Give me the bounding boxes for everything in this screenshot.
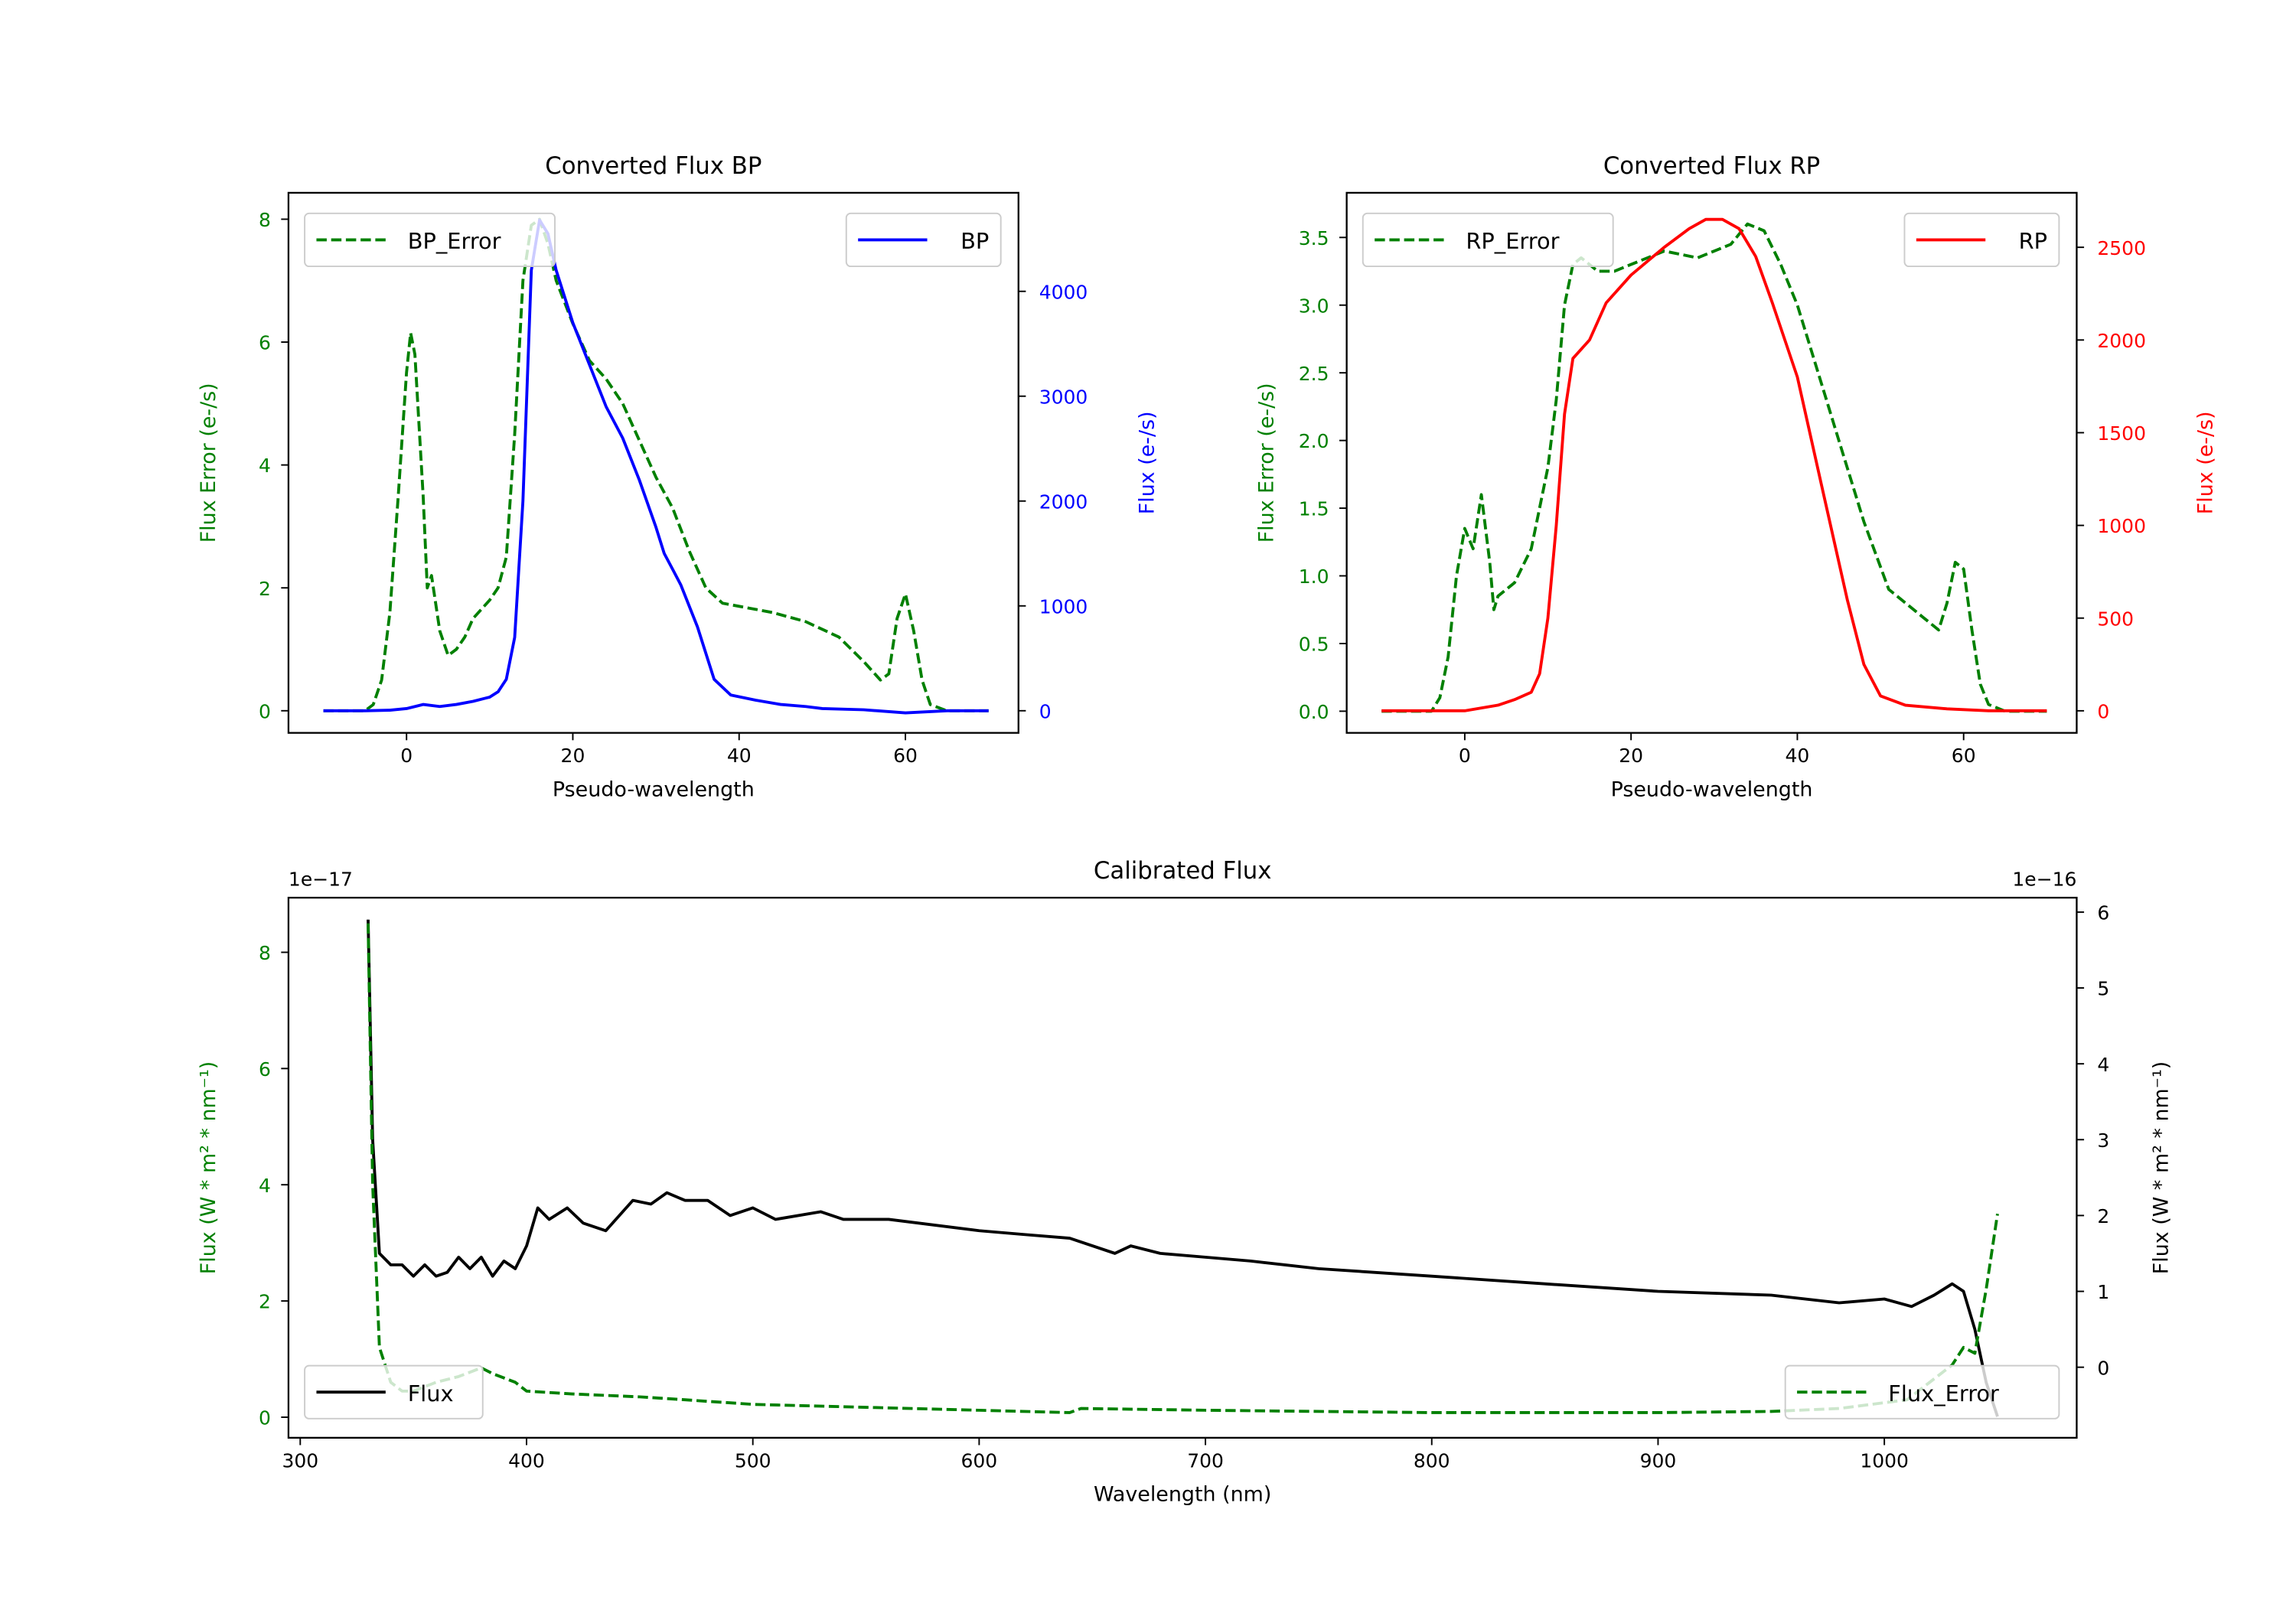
y2-offset-label: 1e−16 bbox=[2012, 869, 2076, 891]
x-tick-label: 500 bbox=[735, 1449, 771, 1472]
y-tick-label: 2 bbox=[259, 578, 271, 600]
legend-box bbox=[1784, 1364, 2060, 1420]
y2-tick-label: 2000 bbox=[1039, 491, 1088, 513]
x-tick-label: 600 bbox=[961, 1449, 998, 1472]
x-tick-label: 900 bbox=[1640, 1449, 1677, 1472]
y-tick-label: 4 bbox=[259, 455, 271, 477]
y2-tick-label: 0 bbox=[1039, 700, 1052, 722]
y-axis-label: Flux Error (e-/s) bbox=[1254, 383, 1278, 543]
x-tick-label: 20 bbox=[1619, 745, 1643, 767]
y2-tick-label: 2500 bbox=[2097, 237, 2146, 259]
y2-tick-label: 1500 bbox=[2097, 422, 2146, 445]
x-tick-label: 800 bbox=[1414, 1449, 1450, 1472]
axes-frame bbox=[287, 191, 1019, 734]
y2-tick-label: 3000 bbox=[1039, 386, 1088, 408]
legend-rp: RP bbox=[1903, 212, 2060, 268]
y2-tick-label: 2000 bbox=[2097, 330, 2146, 352]
y-tick-label: 3.5 bbox=[1299, 227, 1329, 249]
x-tick-label: 300 bbox=[282, 1449, 318, 1472]
legend-rp_error: RP_Error bbox=[1362, 212, 1614, 268]
y2-tick-label: 0 bbox=[2097, 1357, 2109, 1379]
y-tick-label: 8 bbox=[259, 209, 271, 231]
y2-tick-label: 500 bbox=[2097, 608, 2134, 630]
chart-title: Calibrated Flux bbox=[1094, 857, 1272, 885]
y-tick-label: 0 bbox=[259, 1407, 271, 1429]
legend-flux: Flux bbox=[304, 1364, 484, 1420]
y-tick-label: 3.0 bbox=[1299, 295, 1329, 317]
chart-1: Converted Flux RP 0 20 40 60 0.0 0.5 1.0 1.5 2.0 2… bbox=[1254, 152, 2217, 801]
y2-axis-label: Flux (e-/s) bbox=[2193, 411, 2217, 514]
y2-tick-label: 1000 bbox=[1039, 595, 1088, 618]
y-tick-label: 1.5 bbox=[1299, 498, 1329, 520]
y-tick-label: 2 bbox=[259, 1291, 271, 1313]
legend-box bbox=[1362, 212, 1614, 268]
axes-frame bbox=[1345, 191, 2078, 734]
x-tick-label: 700 bbox=[1187, 1449, 1224, 1472]
y2-tick-label: 6 bbox=[2097, 902, 2109, 924]
series-line-flux_error bbox=[367, 923, 1999, 1414]
legend-bp_error: BP_Error bbox=[304, 212, 556, 268]
y2-tick-label: 2 bbox=[2097, 1205, 2109, 1227]
legend-label: RP bbox=[2019, 228, 2047, 254]
y-axis-label: Flux Error (e-/s) bbox=[197, 383, 220, 543]
x-tick-label: 400 bbox=[508, 1449, 545, 1472]
y-tick-label: 0 bbox=[259, 700, 271, 722]
chart-title: Converted Flux BP bbox=[545, 152, 762, 180]
series-line-rp bbox=[1381, 217, 2047, 712]
series-line-rp_error bbox=[1381, 222, 2047, 713]
y2-tick-label: 1 bbox=[2097, 1281, 2109, 1303]
x-tick-label: 60 bbox=[893, 745, 918, 767]
chart-0: Converted Flux BP 0 20 40 60 0 2 4 6 8 0 1000 2000 30… bbox=[197, 152, 1159, 801]
y2-tick-label: 4 bbox=[2097, 1054, 2109, 1076]
x-tick-label: 1000 bbox=[1860, 1449, 1909, 1472]
axes-frame bbox=[287, 896, 2078, 1439]
series-line-bp_error bbox=[323, 217, 989, 712]
legend-flux_error: Flux_Error bbox=[1784, 1364, 2060, 1420]
x-axis-label: Wavelength (nm) bbox=[1094, 1483, 1271, 1507]
y-tick-label: 0.0 bbox=[1299, 701, 1329, 723]
legend-bp: BP bbox=[845, 212, 1002, 268]
legend-label: Flux_Error bbox=[1888, 1380, 1999, 1407]
y2-axis-label: Flux (W * m² * nm⁻¹) bbox=[2150, 1061, 2174, 1274]
y2-axis-label: Flux (e-/s) bbox=[1136, 411, 1159, 514]
x-tick-label: 0 bbox=[1459, 745, 1471, 767]
legend-label: BP_Error bbox=[408, 228, 501, 254]
y2-tick-label: 0 bbox=[2097, 700, 2109, 722]
y2-tick-label: 3 bbox=[2097, 1129, 2109, 1152]
y-tick-label: 2.5 bbox=[1299, 363, 1329, 385]
y-offset-label: 1e−17 bbox=[289, 869, 353, 891]
y-tick-label: 0.5 bbox=[1299, 634, 1329, 656]
y-tick-label: 4 bbox=[259, 1175, 271, 1197]
y-tick-label: 6 bbox=[259, 332, 271, 354]
x-axis-label: Pseudo-wavelength bbox=[1611, 777, 1813, 801]
y-tick-label: 2.0 bbox=[1299, 430, 1329, 452]
y-tick-label: 6 bbox=[259, 1058, 271, 1081]
series-line-flux bbox=[367, 919, 1999, 1417]
chart-title: Converted Flux RP bbox=[1603, 152, 1820, 180]
x-tick-label: 40 bbox=[727, 745, 752, 767]
y-axis-label: Flux (W * m² * nm⁻¹) bbox=[197, 1061, 220, 1274]
x-tick-label: 0 bbox=[400, 745, 413, 767]
x-tick-label: 40 bbox=[1786, 745, 1810, 767]
legend-label: BP bbox=[960, 228, 989, 254]
y-tick-label: 1.0 bbox=[1299, 566, 1329, 588]
x-tick-label: 60 bbox=[1952, 745, 1976, 767]
y-tick-label: 8 bbox=[259, 942, 271, 964]
legend-label: RP_Error bbox=[1466, 228, 1559, 254]
y2-tick-label: 1000 bbox=[2097, 515, 2146, 537]
x-tick-label: 20 bbox=[561, 745, 585, 767]
legend-box bbox=[304, 212, 556, 268]
x-axis-label: Pseudo-wavelength bbox=[553, 777, 755, 801]
legend-label: Flux bbox=[408, 1380, 454, 1407]
y2-tick-label: 4000 bbox=[1039, 281, 1088, 303]
y2-tick-label: 5 bbox=[2097, 978, 2109, 1000]
legend-box bbox=[304, 1364, 484, 1420]
series-line-bp bbox=[323, 218, 989, 715]
